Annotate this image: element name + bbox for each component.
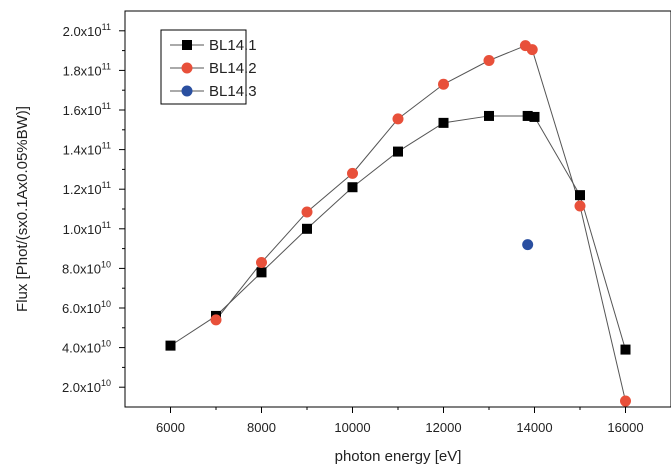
x-tick-label: 16000: [607, 420, 643, 435]
series-markers: [165, 40, 631, 407]
data-point-bl14-1: [522, 110, 533, 121]
y-tick-label: 2.0x1010: [62, 378, 111, 395]
data-point-bl14-1: [620, 344, 631, 355]
y-tick-label: 1.8x1011: [63, 61, 111, 78]
data-point-bl14-1: [256, 267, 267, 278]
data-point-bl14-2: [347, 167, 358, 179]
data-point-bl14-1: [302, 223, 312, 234]
data-point-bl14-1: [438, 117, 449, 128]
series-line-bl14-1: [170, 115, 626, 350]
x-tick-label: 10000: [334, 420, 370, 435]
data-point-bl14-1: [393, 146, 403, 157]
data-point-bl14-1: [484, 110, 494, 121]
data-point-bl14-2: [483, 55, 495, 66]
legend-marker-bl14-3: [181, 85, 193, 97]
x-tick-label: 14000: [516, 420, 552, 435]
y-tick-label: 1.6x1011: [63, 101, 111, 118]
legend-items: BL14.1 BL14.2 BL14.3: [170, 37, 257, 100]
data-point-bl14-2: [256, 256, 267, 268]
legend-marker-bl14-1: [182, 40, 192, 50]
data-point-bl14-2: [620, 395, 631, 407]
legend-label-bl14-3: BL14.3: [209, 83, 257, 100]
data-point-bl14-1: [347, 182, 358, 193]
x-axis-ticks: 6000 8000 10000 12000 14000 16000: [156, 407, 644, 435]
y-tick-label: 8.0x1010: [62, 259, 111, 276]
y-tick-label: 1.0x1011: [63, 220, 111, 237]
data-point-bl14-3: [522, 239, 534, 251]
x-tick-label: 6000: [156, 420, 185, 435]
x-axis-title: photon energy [eV]: [335, 448, 462, 465]
y-tick-label: 1.4x1011: [63, 141, 111, 158]
legend-label-bl14-2: BL14.2: [209, 60, 257, 77]
legend: BL14.1 BL14.2 BL14.3: [160, 29, 257, 105]
y-axis-title: Flux [Phot/(sx0.1Ax0.05%BW)]: [14, 106, 31, 312]
y-tick-label: 1.2x1011: [63, 180, 111, 197]
data-point-bl14-2: [526, 44, 538, 56]
data-point-bl14-1: [529, 111, 540, 122]
data-point-bl14-2: [438, 78, 449, 90]
data-point-bl14-2: [301, 206, 313, 218]
x-tick-label: 8000: [247, 420, 276, 435]
y-tick-label: 2.0x1011: [63, 22, 111, 39]
x-tick-label: 12000: [425, 420, 461, 435]
data-point-bl14-1: [575, 190, 585, 201]
series-line-bl14-2: [215, 45, 626, 402]
data-point-bl14-2: [392, 113, 404, 125]
y-axis-ticks: 2.0x1010 4.0x1010 6.0x1010 8.0x1010 1.0x1011…: [62, 22, 125, 395]
legend-marker-bl14-2: [181, 62, 193, 74]
legend-label-bl14-1: BL14.1: [209, 37, 257, 54]
y-tick-label: 4.0x1010: [62, 339, 111, 356]
data-point-bl14-2: [210, 314, 222, 326]
data-point-bl14-2: [574, 200, 586, 212]
y-tick-label: 6.0x1010: [62, 299, 111, 316]
legend-box: [160, 29, 247, 105]
data-point-bl14-1: [165, 340, 176, 351]
